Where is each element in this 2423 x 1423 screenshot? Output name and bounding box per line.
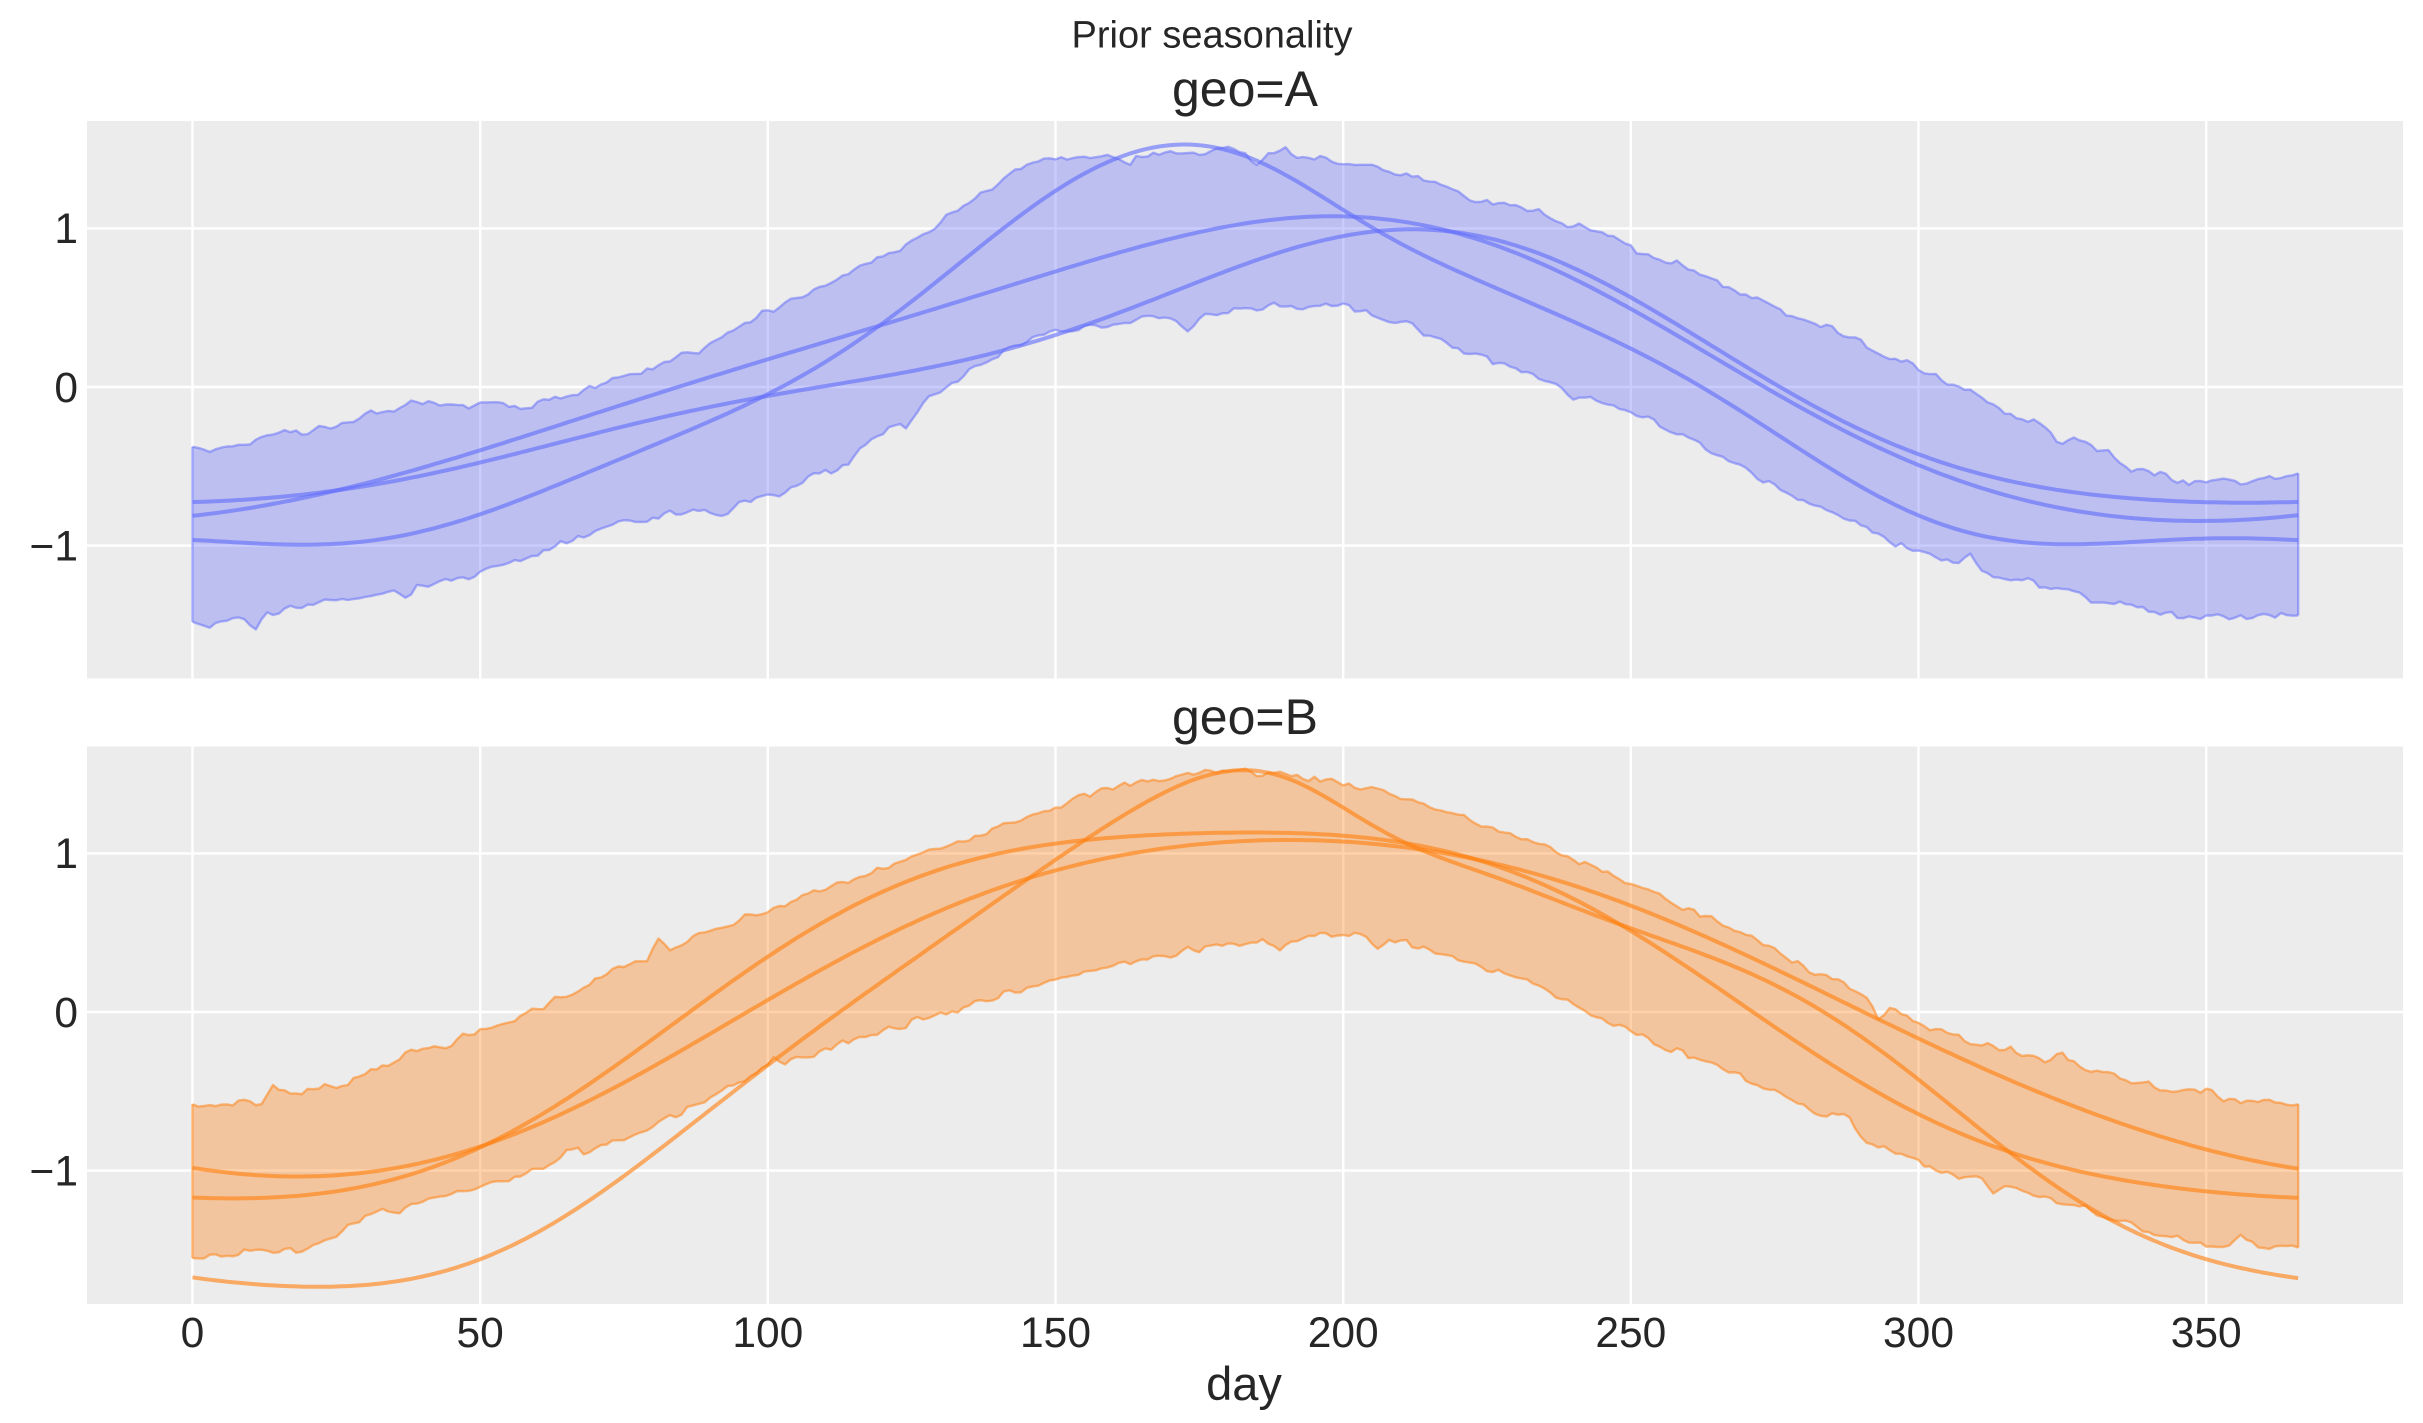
svg-text:100: 100 xyxy=(732,1310,803,1357)
svg-text:250: 250 xyxy=(1595,1310,1666,1357)
svg-text:geo=B: geo=B xyxy=(1172,689,1318,745)
svg-text:Prior seasonality: Prior seasonality xyxy=(1072,15,1353,57)
svg-text:day: day xyxy=(1206,1357,1282,1410)
svg-text:0: 0 xyxy=(54,990,78,1037)
svg-text:150: 150 xyxy=(1020,1310,1091,1357)
svg-text:350: 350 xyxy=(2171,1310,2242,1357)
svg-text:1: 1 xyxy=(54,206,78,253)
svg-text:−1: −1 xyxy=(30,523,78,570)
svg-text:0: 0 xyxy=(54,365,78,412)
svg-text:0: 0 xyxy=(181,1310,205,1357)
svg-text:300: 300 xyxy=(1883,1310,1954,1357)
svg-text:50: 50 xyxy=(457,1310,504,1357)
svg-text:1: 1 xyxy=(54,831,78,878)
svg-text:geo=A: geo=A xyxy=(1172,61,1319,117)
svg-text:−1: −1 xyxy=(30,1148,78,1195)
svg-text:200: 200 xyxy=(1308,1310,1379,1357)
